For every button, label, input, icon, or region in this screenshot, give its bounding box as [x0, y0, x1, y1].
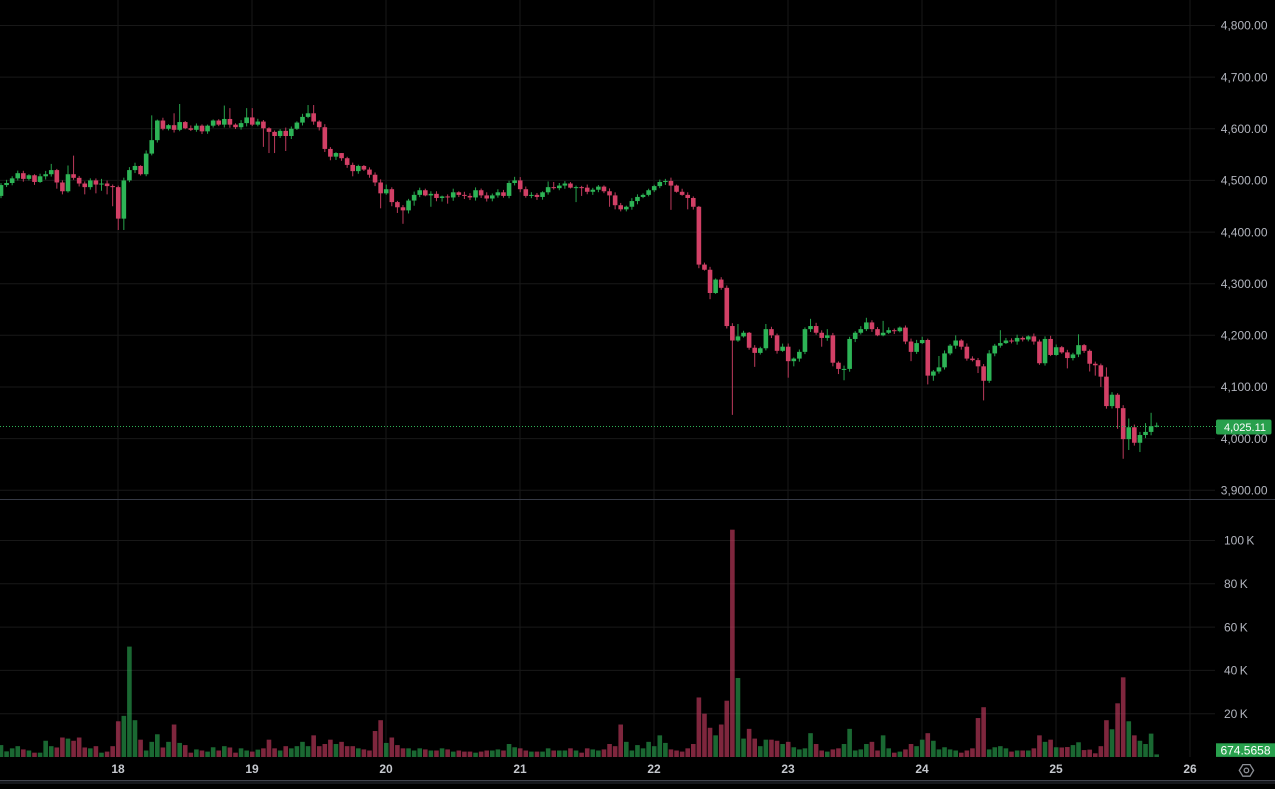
- svg-text:21: 21: [513, 762, 527, 776]
- svg-text:3,900.00: 3,900.00: [1221, 484, 1268, 498]
- svg-text:24: 24: [915, 762, 929, 776]
- svg-text:4,025.11: 4,025.11: [1224, 422, 1266, 434]
- svg-text:4,500.00: 4,500.00: [1221, 174, 1268, 188]
- svg-text:26: 26: [1183, 762, 1197, 776]
- svg-text:40 K: 40 K: [1224, 664, 1248, 678]
- svg-text:20 K: 20 K: [1224, 707, 1248, 721]
- svg-text:22: 22: [647, 762, 661, 776]
- svg-text:674.5658: 674.5658: [1220, 743, 1270, 757]
- svg-text:4,100.00: 4,100.00: [1221, 380, 1268, 394]
- svg-text:25: 25: [1049, 762, 1063, 776]
- svg-text:4,200.00: 4,200.00: [1221, 329, 1268, 343]
- svg-text:18: 18: [111, 762, 125, 776]
- svg-text:4,800.00: 4,800.00: [1221, 19, 1268, 33]
- svg-text:80 K: 80 K: [1224, 577, 1248, 591]
- svg-text:23: 23: [781, 762, 795, 776]
- svg-text:60 K: 60 K: [1224, 620, 1248, 634]
- svg-text:100 K: 100 K: [1224, 534, 1254, 548]
- svg-text:4,700.00: 4,700.00: [1221, 70, 1268, 84]
- svg-text:20: 20: [379, 762, 393, 776]
- svg-text:4,600.00: 4,600.00: [1221, 122, 1268, 136]
- svg-text:4,000.00: 4,000.00: [1221, 432, 1268, 446]
- svg-text:19: 19: [245, 762, 259, 776]
- svg-text:4,400.00: 4,400.00: [1221, 225, 1268, 239]
- svg-text:4,300.00: 4,300.00: [1221, 277, 1268, 291]
